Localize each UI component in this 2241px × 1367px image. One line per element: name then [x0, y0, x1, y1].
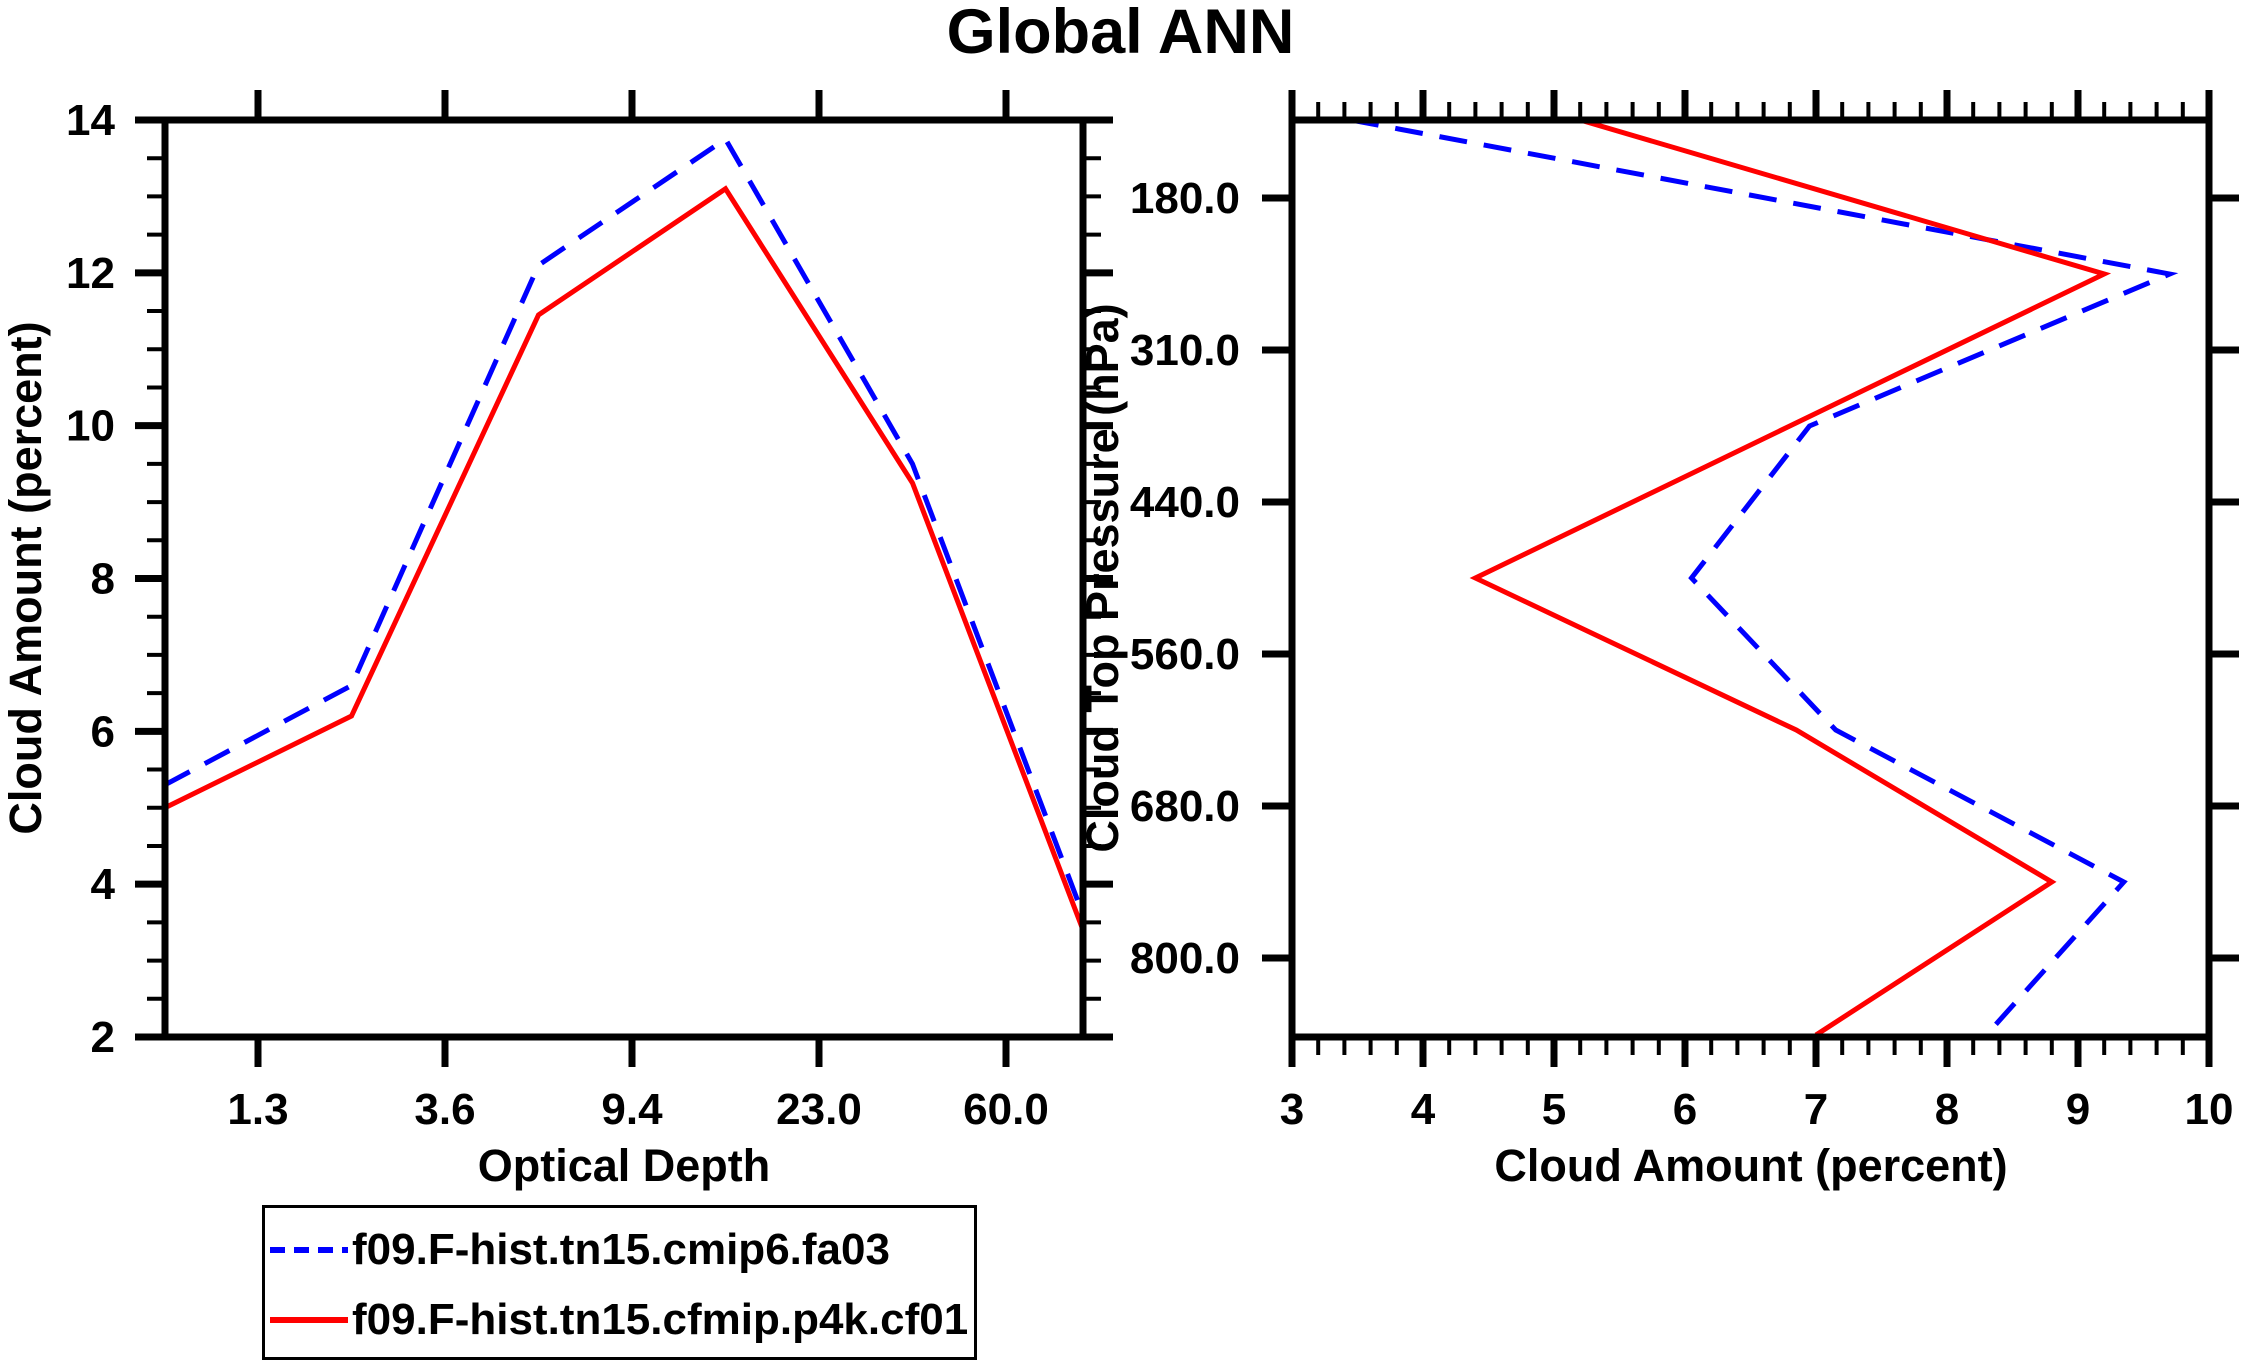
left-panel: 1.3 3.6 9.4 23.0 60.0 2 4 6 8 10 12 14 — [66, 90, 1113, 1134]
legend-entry-cfmip: f09.F-hist.tn15.cfmip.p4k.cf01 — [270, 1292, 968, 1348]
left-panel-y-tick-label: 2 — [91, 1013, 115, 1062]
series-line-dashed — [1350, 117, 2179, 1037]
right-panel-y-tick-label: 560.0 — [1130, 630, 1240, 679]
right-panel-y-tick-label: 310.0 — [1130, 326, 1240, 375]
right-panel-x-tick-label: 5 — [1542, 1085, 1566, 1134]
right-panel-frame — [1288, 116, 2213, 1041]
right-panel-y-tick-label: 440.0 — [1130, 478, 1240, 527]
right-panel-x-tick-label: 9 — [2066, 1085, 2090, 1134]
left-panel-x-tick-label: 1.3 — [227, 1085, 288, 1134]
right-panel-x-tick-label: 4 — [1411, 1085, 1436, 1134]
right-panel-x-tick-label: 8 — [1935, 1085, 1959, 1134]
left-panel-y-tick-label: 4 — [91, 860, 116, 909]
left-panel-x-tick-label: 60.0 — [963, 1085, 1049, 1134]
legend-label-cfmip: f09.F-hist.tn15.cfmip.p4k.cf01 — [352, 1295, 969, 1344]
left-panel-x-axis-label: Optical Depth — [477, 1140, 771, 1191]
right-panel-x-tick-label: 7 — [1804, 1085, 1828, 1134]
right-panel-y-tick-label: 180.0 — [1130, 174, 1240, 223]
legend-solid-line-sample — [270, 1317, 348, 1323]
left-panel-y-tick-label: 14 — [66, 96, 115, 145]
series-line-dashed — [163, 135, 1086, 916]
left-panel-y-axis-label: Cloud Amount (percent) — [0, 321, 51, 835]
right-panel-x-axis-label: Cloud Amount (percent) — [1494, 1140, 2008, 1191]
left-panel-y-tick-label: 12 — [66, 249, 115, 298]
legend-label-cmip6: f09.F-hist.tn15.cmip6.fa03 — [352, 1225, 890, 1274]
series-line-solid — [1469, 117, 2112, 1038]
left-panel-y-tick-label: 10 — [66, 402, 115, 451]
right-panel-x-tick-label: 10 — [2185, 1085, 2234, 1134]
left-panel-x-tick-label: 9.4 — [601, 1085, 663, 1134]
legend-entry-cmip6: f09.F-hist.tn15.cmip6.fa03 — [270, 1222, 890, 1278]
left-panel-x-tick-label: 3.6 — [414, 1085, 475, 1134]
right-panel: 3 4 5 6 7 8 9 10 180.0 310.0 440.0 560.0 680.0 800.0 — [1130, 90, 2239, 1134]
right-panel-y-tick-label: 680.0 — [1130, 782, 1240, 831]
legend-dashed-line-sample — [270, 1247, 348, 1253]
right-panel-x-tick-label: 3 — [1280, 1085, 1304, 1134]
left-panel-y-tick-label: 8 — [91, 555, 115, 604]
right-panel-x-tick-label: 6 — [1673, 1085, 1697, 1134]
right-panel-y-tick-label: 800.0 — [1130, 934, 1240, 983]
right-panel-y-axis-label: Cloud Top Pressure (hPa) — [1077, 303, 1128, 853]
left-panel-x-tick-label: 23.0 — [776, 1085, 862, 1134]
left-panel-y-tick-label: 6 — [91, 707, 115, 756]
figure-title: Global ANN — [946, 0, 1295, 67]
legend-box: f09.F-hist.tn15.cmip6.fa03 f09.F-hist.tn… — [262, 1205, 977, 1360]
series-line-solid — [163, 185, 1086, 931]
